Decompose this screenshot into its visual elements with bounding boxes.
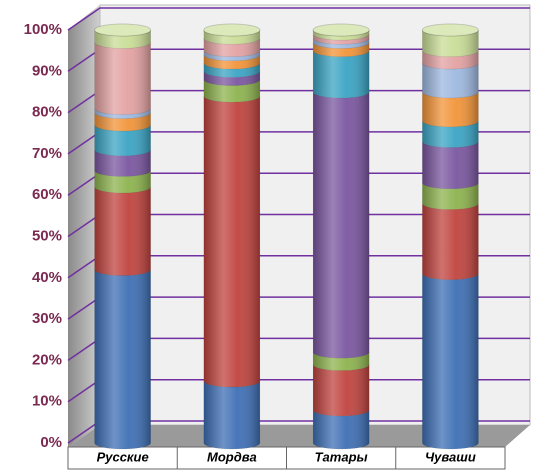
cylinder-top-highlight: [94, 24, 151, 36]
cylinder-top-highlight: [422, 24, 479, 36]
y-tick-label: 100%: [24, 21, 62, 38]
cylinder-top-highlight: [313, 24, 370, 36]
cylinder-top: [203, 23, 261, 37]
cylinder-top: [421, 23, 479, 37]
y-tick-label: 40%: [32, 269, 62, 286]
y-tick-label: 80%: [32, 104, 62, 121]
y-tick-label: 30%: [32, 310, 62, 327]
grid-line: [67, 7, 530, 31]
labels: 0% 10% 20% 30% 40% 50% 60% 70% 80% 90% 100% Русские…: [24, 21, 476, 469]
cylinder-top-highlight: [203, 24, 260, 36]
cylinder-shade: [203, 30, 260, 449]
cylinder-shade: [94, 30, 151, 449]
cylinder-top: [312, 23, 370, 37]
x-tick-label: Татары: [315, 449, 368, 464]
y-tick-label: 50%: [32, 227, 62, 244]
y-tick-label: 10%: [32, 393, 62, 410]
y-tick-label: 70%: [32, 145, 62, 162]
cylinder-top: [94, 23, 152, 37]
bars: [94, 23, 479, 450]
y-tick-label: 60%: [32, 186, 62, 203]
y-tick-label: 20%: [32, 351, 62, 368]
cylinder-shade: [313, 30, 370, 449]
x-tick-label: Мордва: [207, 449, 257, 464]
x-tick-label: Чуваши: [425, 449, 476, 464]
y-tick-label: 0%: [40, 434, 62, 451]
cylinder-shade: [422, 30, 479, 449]
y-tick-label: 90%: [32, 62, 62, 79]
x-tick-label: Русские: [97, 449, 149, 464]
